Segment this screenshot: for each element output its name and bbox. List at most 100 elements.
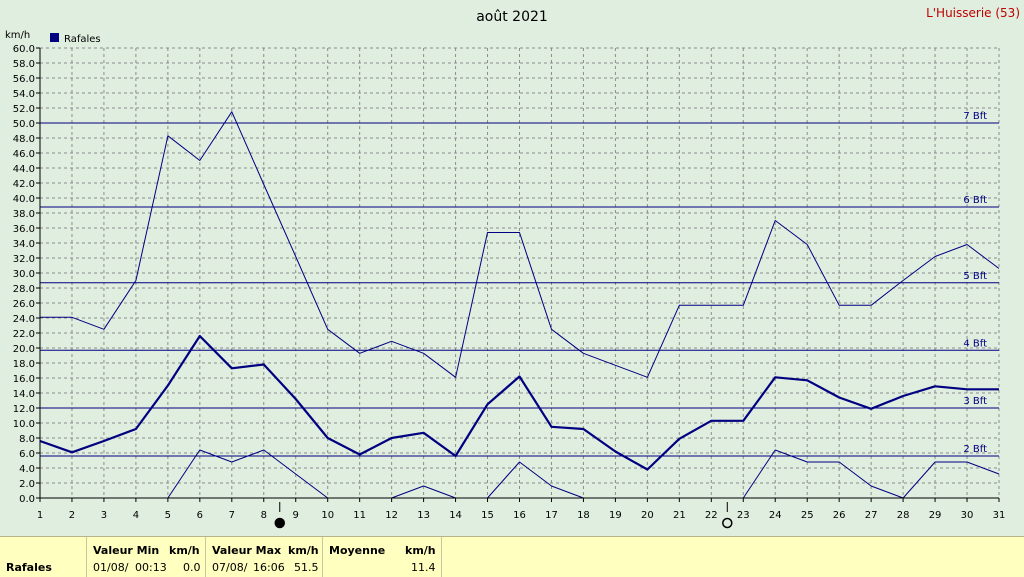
x-tick-label: 5 bbox=[165, 510, 171, 521]
x-tick-label: 15 bbox=[481, 510, 494, 521]
full-moon-icon bbox=[722, 517, 733, 529]
y-tick-label: 8.0 bbox=[19, 434, 35, 445]
min-value: 0.0 bbox=[183, 561, 201, 574]
x-tick-label: 10 bbox=[321, 510, 334, 521]
x-tick-label: 24 bbox=[769, 510, 782, 521]
x-tick-label: 31 bbox=[993, 510, 1006, 521]
moon-phase-markers bbox=[274, 502, 733, 529]
mean-unit: km/h bbox=[405, 544, 436, 557]
y-tick-label: 36.0 bbox=[13, 224, 35, 235]
x-tick-label: 4 bbox=[133, 510, 139, 521]
y-tick-label: 26.0 bbox=[13, 299, 35, 310]
x-tick-label: 9 bbox=[293, 510, 299, 521]
x-tick-label: 7 bbox=[229, 510, 235, 521]
y-tick-label: 22.0 bbox=[13, 329, 35, 340]
x-tick-label: 28 bbox=[897, 510, 910, 521]
x-tick-label: 12 bbox=[385, 510, 398, 521]
x-tick-label: 19 bbox=[609, 510, 622, 521]
new-moon-icon bbox=[274, 517, 285, 529]
y-tick-label: 24.0 bbox=[13, 314, 35, 325]
y-tick-label: 40.0 bbox=[13, 194, 35, 205]
beaufort-label: 6 Bft bbox=[963, 195, 987, 206]
max-value: 51.5 bbox=[294, 561, 319, 574]
max-time: 16:06 bbox=[253, 561, 285, 574]
beaufort-label: 4 Bft bbox=[963, 338, 987, 349]
x-tick-label: 26 bbox=[833, 510, 846, 521]
y-tick-label: 18.0 bbox=[13, 359, 35, 370]
wind-gust-chart: 2 Bft 3 Bft 4 Bft 5 Bft 6 Bft 7 Bft 0.0 2.0 4.0… bbox=[5, 6, 1020, 529]
beaufort-label: 2 Bft bbox=[963, 444, 987, 455]
y-tick-label: 54.0 bbox=[13, 89, 35, 100]
x-tick-label: 25 bbox=[801, 510, 814, 521]
x-tick-label: 23 bbox=[737, 510, 750, 521]
y-tick-label: 60.0 bbox=[13, 44, 35, 55]
x-tick-label: 2 bbox=[69, 510, 75, 521]
min-time: 00:13 bbox=[135, 561, 167, 574]
y-tick-label: 56.0 bbox=[13, 74, 35, 85]
y-tick-label: 34.0 bbox=[13, 239, 35, 250]
y-tick-label: 46.0 bbox=[13, 149, 35, 160]
legend-swatch bbox=[50, 33, 59, 42]
y-tick-label: 48.0 bbox=[13, 134, 35, 145]
series-lines bbox=[39, 111, 1000, 499]
y-tick-label: 2.0 bbox=[19, 479, 35, 490]
x-tick-label: 13 bbox=[417, 510, 430, 521]
series-max-line bbox=[40, 111, 1000, 378]
x-tick-label: 18 bbox=[577, 510, 590, 521]
x-tick-label: 29 bbox=[929, 510, 942, 521]
y-tick-label: 28.0 bbox=[13, 284, 35, 295]
min-unit: km/h bbox=[169, 544, 200, 557]
y-tick-label: 14.0 bbox=[13, 389, 35, 400]
series-mean-line bbox=[39, 334, 999, 471]
max-header: Valeur Max bbox=[212, 544, 282, 557]
beaufort-label: 7 Bft bbox=[963, 111, 987, 122]
y-tick-label: 30.0 bbox=[13, 269, 35, 280]
x-tick-label: 30 bbox=[961, 510, 974, 521]
y-tick-labels: 0.0 2.0 4.0 6.0 8.0 10.0 12.0 14.0 16.0 18.0 20.0 2… bbox=[13, 44, 35, 505]
x-tick-label: 8 bbox=[261, 510, 267, 521]
y-tick-label: 10.0 bbox=[13, 419, 35, 430]
chart-title: août 2021 bbox=[476, 9, 548, 25]
max-unit: km/h bbox=[288, 544, 319, 557]
x-tick-label: 17 bbox=[545, 510, 558, 521]
x-tick-label: 1 bbox=[37, 510, 43, 521]
footer-row-label: Rafales bbox=[6, 561, 52, 574]
y-tick-label: 38.0 bbox=[13, 209, 35, 220]
x-tick-labels: 1 2 3 4 5 6 7 8 9 10 11 12 13 14 15 16 17 18 19 20 21 22 23 24 2… bbox=[37, 510, 1006, 521]
y-tick-label: 20.0 bbox=[13, 344, 35, 355]
mean-header: Moyenne bbox=[329, 544, 386, 557]
footer-max-cell: Valeur Max km/h 07/08/ 16:06 51.5 bbox=[206, 537, 323, 577]
y-tick-label: 52.0 bbox=[13, 104, 35, 115]
x-tick-label: 14 bbox=[449, 510, 462, 521]
y-tick-label: 12.0 bbox=[13, 404, 35, 415]
y-tick-label: 0.0 bbox=[19, 494, 35, 505]
footer-label-cell: Rafales bbox=[0, 537, 87, 577]
x-tick-label: 6 bbox=[197, 510, 203, 521]
x-tick-label: 3 bbox=[101, 510, 107, 521]
beaufort-label: 5 Bft bbox=[963, 271, 987, 282]
x-tick-label: 27 bbox=[865, 510, 878, 521]
min-header: Valeur Min bbox=[93, 544, 160, 557]
x-tick-label: 20 bbox=[641, 510, 654, 521]
y-tick-label: 16.0 bbox=[13, 374, 35, 385]
y-tick-label: 32.0 bbox=[13, 254, 35, 265]
min-date: 01/08/ bbox=[93, 561, 129, 574]
series-min-line bbox=[742, 449, 1000, 499]
x-tick-label: 11 bbox=[353, 510, 366, 521]
axes bbox=[36, 47, 1000, 502]
series-min-line bbox=[167, 449, 329, 499]
stats-footer: Rafales Valeur Min km/h 01/08/ 00:13 0.0… bbox=[0, 536, 1024, 577]
mean-value: 11.4 bbox=[411, 561, 436, 574]
location-label: L'Huisserie (53) bbox=[926, 6, 1020, 20]
y-tick-label: 4.0 bbox=[19, 464, 35, 475]
x-tick-label: 21 bbox=[673, 510, 686, 521]
max-date: 07/08/ bbox=[212, 561, 248, 574]
legend-label: Rafales bbox=[64, 34, 101, 45]
x-tick-label: 22 bbox=[705, 510, 718, 521]
y-tick-label: 42.0 bbox=[13, 179, 35, 190]
beaufort-label: 3 Bft bbox=[963, 396, 987, 407]
footer-mean-cell: Moyenne km/h 11.4 bbox=[323, 537, 442, 577]
x-tick-label: 16 bbox=[513, 510, 526, 521]
y-tick-label: 44.0 bbox=[13, 164, 35, 175]
y-unit-label: km/h bbox=[5, 30, 30, 41]
